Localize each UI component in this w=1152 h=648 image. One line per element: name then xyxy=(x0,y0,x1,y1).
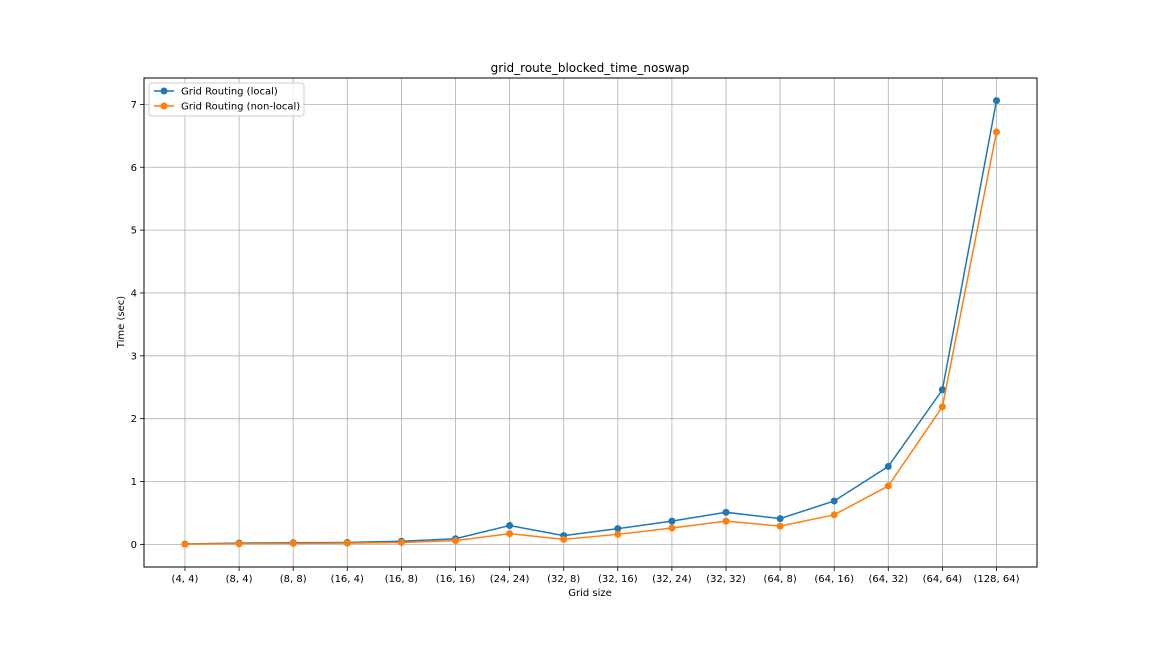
data-point xyxy=(722,508,730,516)
data-point xyxy=(235,540,243,548)
data-point xyxy=(181,540,189,548)
x-tick-label: (8, 8) xyxy=(280,574,307,585)
x-tick-label: (32, 24) xyxy=(652,574,692,585)
y-tick-label: 4 xyxy=(131,288,137,299)
y-tick-label: 2 xyxy=(131,414,137,425)
data-point xyxy=(830,511,838,519)
x-tick-label: (32, 16) xyxy=(598,574,638,585)
data-point xyxy=(289,539,297,547)
y-axis-ticks: 0 1 2 3 4 5 6 7 xyxy=(131,100,144,551)
y-tick-label: 3 xyxy=(131,351,137,362)
series-1 xyxy=(181,97,1000,548)
x-tick-label: (64, 16) xyxy=(814,574,854,585)
series-2 xyxy=(181,128,1000,548)
data-point xyxy=(506,522,514,530)
x-tick-label: (64, 8) xyxy=(763,574,796,585)
plot-area-frame xyxy=(143,77,1038,568)
x-tick-label: (128, 64) xyxy=(974,574,1020,585)
data-point xyxy=(884,462,892,470)
x-tick-label: (32, 8) xyxy=(547,574,580,585)
y-tick-label: 5 xyxy=(131,226,137,237)
y-axis-label: Time (sec) xyxy=(116,296,127,349)
data-point xyxy=(560,535,568,543)
y-tick-label: 1 xyxy=(131,477,137,488)
x-tick-label: (64, 64) xyxy=(923,574,963,585)
legend-item: Grid Routing (non-local) xyxy=(154,102,300,113)
data-point xyxy=(506,530,514,538)
data-point xyxy=(668,517,676,525)
data-point xyxy=(993,97,1000,105)
grid-lines xyxy=(144,78,1037,567)
legend-item: Grid Routing (local) xyxy=(154,87,278,98)
x-tick-label: (16, 4) xyxy=(331,574,364,585)
data-point xyxy=(884,482,892,490)
data-point xyxy=(938,386,946,394)
legend-label: Grid Routing (non-local) xyxy=(181,102,300,113)
legend-box xyxy=(148,82,305,117)
data-point xyxy=(668,524,676,532)
x-tick-label: (8, 4) xyxy=(226,574,253,585)
data-point xyxy=(614,525,622,533)
legend: Grid Routing (local) Grid Routing (non-lo… xyxy=(148,82,305,117)
x-tick-label: (4, 4) xyxy=(172,574,199,585)
x-tick-label: (24, 24) xyxy=(490,574,530,585)
data-point xyxy=(343,539,351,547)
data-point xyxy=(938,403,946,411)
x-tick-label: (16, 8) xyxy=(385,574,418,585)
data-point xyxy=(776,522,784,530)
x-tick-label: (64, 32) xyxy=(868,574,908,585)
data-point xyxy=(397,538,405,546)
chart-title: grid_route_blocked_time_noswap xyxy=(491,61,690,75)
series-line xyxy=(184,131,998,545)
data-point xyxy=(993,128,1000,136)
x-axis-ticks: (4, 4) (8, 4) (8, 8) (16, 4) (16, 8) (16, 16)… xyxy=(172,567,1020,585)
data-point xyxy=(614,530,622,538)
x-axis-label: Grid size xyxy=(568,588,612,599)
legend-label: Grid Routing (local) xyxy=(181,87,278,98)
series-layer xyxy=(181,97,1000,548)
x-tick-label: (32, 32) xyxy=(706,574,746,585)
data-point xyxy=(776,515,784,523)
y-tick-label: 7 xyxy=(131,100,137,111)
y-tick-label: 0 xyxy=(131,540,137,551)
y-tick-label: 6 xyxy=(131,163,137,174)
data-point xyxy=(722,517,730,525)
legend-marker xyxy=(160,102,168,110)
data-point xyxy=(452,537,459,545)
legend-marker xyxy=(160,87,168,95)
x-tick-label: (16, 16) xyxy=(436,574,476,585)
data-point xyxy=(830,497,838,505)
